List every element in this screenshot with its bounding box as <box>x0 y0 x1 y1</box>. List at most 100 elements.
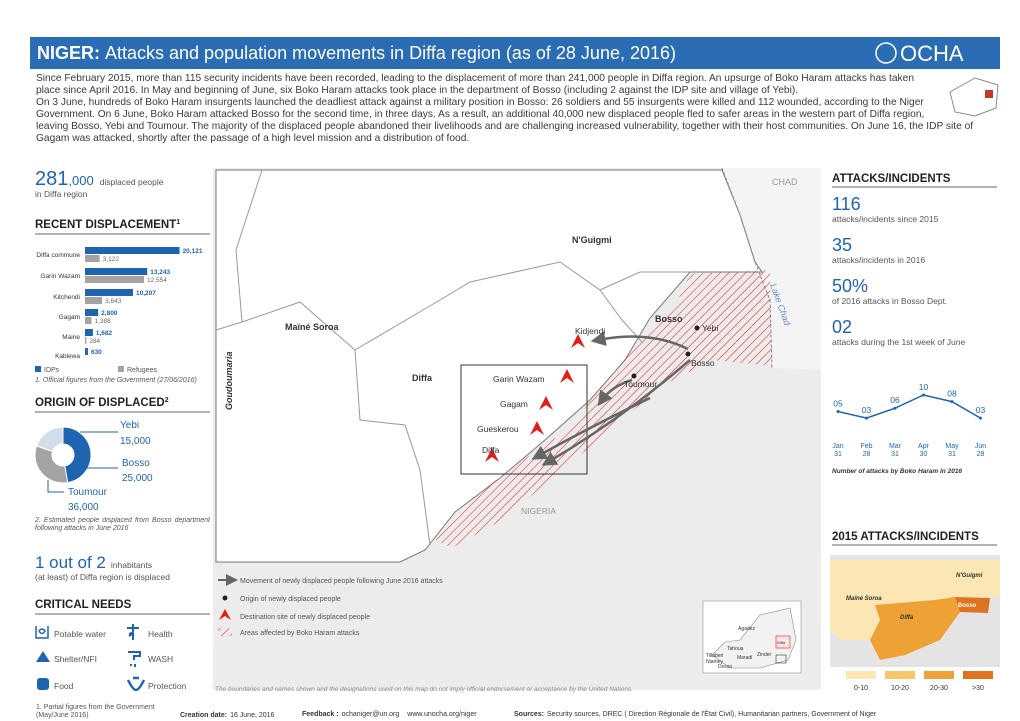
place: N'Guigmi <box>572 235 612 245</box>
place: Kidjendi <box>575 326 605 336</box>
bar <box>85 317 92 324</box>
inset-label: Diffa <box>777 640 786 645</box>
stat-value: 02 <box>832 317 852 337</box>
destination <box>571 334 585 348</box>
slice-value: 15,000 <box>120 436 151 447</box>
x-tick-date: 31 <box>891 451 899 458</box>
place: Gueskerou <box>477 424 519 434</box>
map-legend: Areas affected by Boko Haram attacks <box>240 630 360 637</box>
need: Shelter/NFI <box>54 654 97 664</box>
legend-swatch <box>846 671 876 679</box>
displaced-sublabel: in Diffa region <box>35 189 88 199</box>
x-tick-date: 31 <box>834 451 842 458</box>
donut-slice <box>62 426 92 484</box>
bar <box>85 247 180 254</box>
legend-label: IDPs <box>44 367 60 374</box>
x-tick-date: 31 <box>948 451 956 458</box>
locator-highlight <box>985 90 993 98</box>
minimap-label: Maïné Soroa <box>846 596 882 602</box>
origin-footnote: 2 <box>165 397 169 404</box>
slice-label: Yebi <box>120 420 139 431</box>
spacer <box>940 73 998 119</box>
place: Maïné Soroa <box>285 322 340 332</box>
x-tick-label: May <box>945 443 959 450</box>
website: www.unocha.org/niger <box>406 711 477 718</box>
category-label: Kablewa <box>55 353 80 360</box>
legend-swatch <box>35 366 41 372</box>
value-label: 08 <box>947 389 957 399</box>
legend-label: >30 <box>972 685 984 692</box>
need: WASH <box>148 654 173 664</box>
stat-label: of 2016 attacks in Bosso Dept. <box>832 296 947 306</box>
minimap-dept <box>830 598 880 640</box>
value-label: 10 <box>919 382 929 392</box>
legend-swatch <box>963 671 993 679</box>
focus-box <box>460 364 588 475</box>
value-label: 1,388 <box>95 318 112 325</box>
point <box>865 416 868 420</box>
bar-chart: Diffa commune 20,121 3,122 Garin Wazam 13,24… <box>36 247 203 360</box>
feedback: Feedback : ochaniger@un.org www.unocha.org… <box>302 711 477 718</box>
x-tick-label: Feb <box>860 443 872 450</box>
need: Food <box>54 681 74 691</box>
icon-shelter <box>36 651 50 662</box>
origin-note: 2. Estimated people displaced from Bosso… <box>35 517 210 532</box>
destination <box>539 396 553 410</box>
place: Toumour <box>624 379 657 389</box>
note-box: 2. Estimated people displaced from Bosso… <box>35 517 210 532</box>
bar <box>85 297 103 304</box>
inset-box <box>775 654 787 664</box>
footer-note: 1. Partial figures from the Government (… <box>36 704 155 719</box>
place: Bosso <box>655 314 683 324</box>
header-title: NIGER: Attacks and population movements i… <box>37 43 676 63</box>
x-tick-date: 28 <box>863 451 871 458</box>
origin-title: ORIGIN OF DISPLACED <box>35 397 165 409</box>
inset-label: Maradi <box>737 655 752 661</box>
destination <box>485 448 499 462</box>
movement-arrow <box>597 378 633 407</box>
x-tick-label: Jun <box>975 443 986 450</box>
value-label: 12,554 <box>147 277 167 284</box>
legend-label: 20-30 <box>930 685 948 692</box>
section-title: RECENT DISPLACEMENT1 <box>35 219 180 231</box>
value-label: 13,243 <box>150 269 170 276</box>
stat-label: attacks/incidents since 2015 <box>832 214 939 224</box>
place: Bosso <box>691 358 715 368</box>
point <box>836 410 840 413</box>
icon-health <box>127 624 139 640</box>
bar <box>85 268 148 275</box>
slice-label: Toumour <box>68 487 108 498</box>
need: Potable water <box>54 629 106 639</box>
value-label: 3,122 <box>103 256 120 263</box>
bar <box>85 289 133 296</box>
legend-swatch <box>885 671 915 679</box>
place: Diffa <box>482 445 500 455</box>
value-label: 05 <box>833 399 843 409</box>
x-tick-label: Mar <box>889 443 902 450</box>
feedback-label: Feedback : <box>302 711 339 718</box>
inset-label: Zinder <box>757 652 772 658</box>
place: Goudoumaria <box>224 351 234 410</box>
inset-diffa <box>775 635 791 649</box>
icon-protection <box>126 676 146 692</box>
displaced-number: 281 <box>35 168 68 190</box>
slice-label: Bosso <box>122 458 150 469</box>
country: NIGER: <box>37 43 100 63</box>
inhabitants: 1 out of 2 inhabitants <box>35 553 152 572</box>
locator-map <box>949 77 999 117</box>
value-label: 1,682 <box>96 330 113 337</box>
place: Yebi <box>702 323 718 333</box>
legend-label: Refugees <box>127 367 157 374</box>
un-logo <box>875 42 897 64</box>
need: Protection <box>148 681 187 691</box>
attacks-title: ATTACKS/INCIDENTS <box>832 173 951 185</box>
minimap-legend: 0-10 10-20 20-30 >30 <box>846 671 993 692</box>
minimap-label: Bosso <box>958 603 977 609</box>
category-label: Diffa commune <box>36 252 80 259</box>
map-legend: Destination site of newly displaced peop… <box>240 614 370 621</box>
value-label: 284 <box>89 338 100 345</box>
legend-label: 10-20 <box>891 685 909 692</box>
stat-label: attacks/incidents in 2016 <box>832 255 925 265</box>
